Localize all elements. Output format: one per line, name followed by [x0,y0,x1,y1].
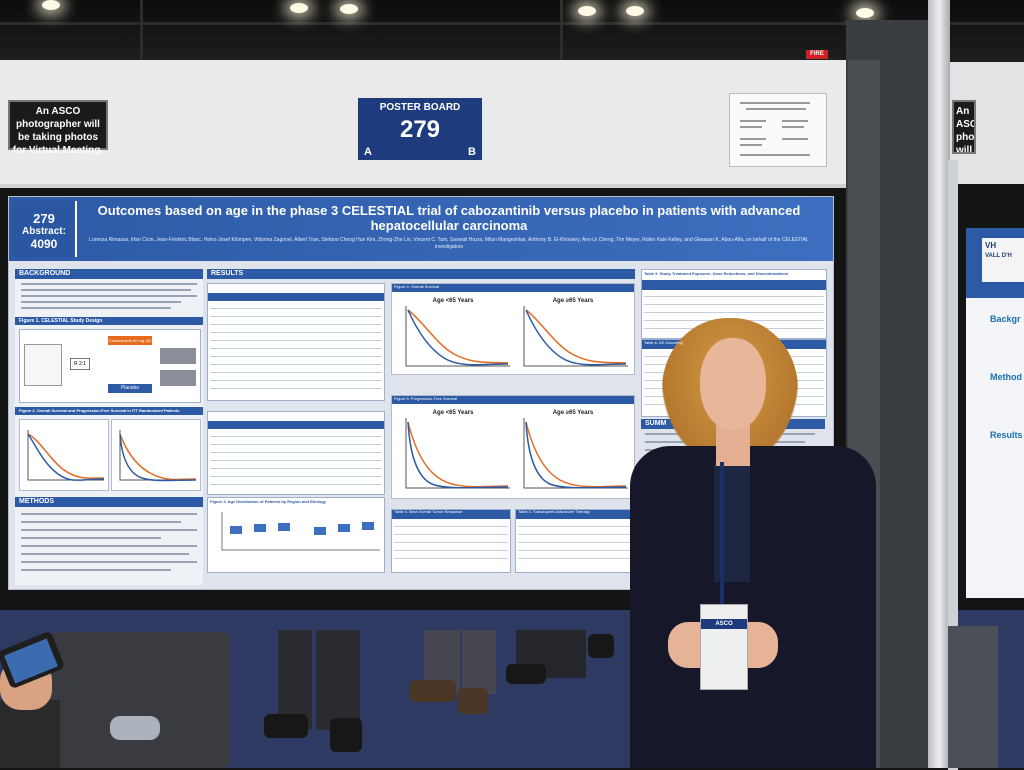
pfs-itt-curves [119,430,197,482]
best-response-title: Table 3. Best Overall Tumor Response [394,509,463,514]
adjacent-poster: VH VALL D'H Backgr Method Results [966,228,1024,598]
overall-survival-panel: Figure 4. Overall Survival Age <65 Years… [391,283,635,375]
poster-number: 279 [33,211,55,226]
adjacent-poster-heading: Results [990,430,1023,440]
placebo-arm: Placebo [108,384,152,393]
water-bottle [110,716,160,740]
pfs-itt-chart [111,419,201,491]
adjacent-poster-logo: VH VALL D'H [982,238,1024,282]
prior-therapy-table: Table 2. Prior Therapy [207,411,385,495]
ceiling-truss [140,0,143,60]
pfs-age-under-65-label: Age <65 Years [432,410,474,416]
ceiling-light [290,3,308,13]
attendee-leg [462,630,496,694]
side-a-label: A [364,146,372,158]
visitor-sleeve [0,700,60,768]
adjacent-poster-logo-text: VH [985,241,997,250]
study-design-heading: Figure 1. CELESTIAL Study Design [15,317,203,325]
side-b-label: B [468,146,476,158]
pfs-panel: Figure 5. Progression-Free Survival Age … [391,395,635,499]
subsequent-therapy-table: Table 4. Subsequent Anticancer Therapy [515,509,635,573]
poster-board-label: POSTER BOARD [379,102,461,113]
poster-title: Outcomes based on age in the phase 3 CEL… [97,203,801,233]
attendee-leg [316,630,360,730]
overall-survival-title: Figure 4. Overall Survival [394,284,439,289]
adverse-events-title: Table 6. AE Occurring [644,340,683,345]
ceiling-light [626,6,644,16]
pinned-paper-note [729,93,827,167]
attendee-leg [278,630,312,730]
ceiling-light [856,8,874,18]
age-distribution-title: Figure 3. Age Distribution of Patients b… [210,499,326,504]
bar-stool [948,626,998,768]
adjacent-poster-heading: Method [990,372,1022,382]
ceiling-truss [560,0,563,60]
randomize-label: R 2:1 [70,358,90,370]
attendee-shoe [264,714,308,738]
ceiling-light [340,4,358,14]
age-boxplots [221,512,380,551]
folding-chair [50,632,230,768]
cabozantinib-arm: Cabozantinib 60 mg QD [108,336,152,345]
adjacent-board-frame [948,160,958,770]
adjacent-poster-heading: Backgr [990,314,1021,324]
poster-board-number: 279 [399,116,441,143]
results-heading: RESULTS [207,269,635,279]
study-design-figure: R 2:1 Cabozantinib 60 mg QD Placebo [19,329,201,403]
os-itt-curves [27,430,105,481]
prior-therapy-title: Table 2. Prior Therapy [210,411,250,416]
presenter-face [700,338,766,430]
pfs-age-over-65-label: Age ≥65 Years [552,410,594,416]
poster-header: 279 Abstract: 4090 Outcomes based on age… [9,197,833,261]
attendee-shoe [330,718,362,752]
os-age-over-65-label: Age ≥65 Years [552,298,594,304]
badge-lanyard [720,462,724,606]
ceiling-light [42,0,60,10]
adjacent-poster-header: VH VALL D'H [966,228,1024,298]
ceiling-light [578,6,596,16]
attendee-shoe [506,664,546,684]
os-curves [405,306,628,367]
pfs-title: Figure 5. Progression-Free Survival [394,396,458,401]
poster-board-sign: POSTER BOARD 279 A B [356,96,484,162]
os-itt-chart [19,419,109,491]
asco-photographer-notice-adjacent: An ASCO photographer will be taking phot… [952,100,976,154]
attendee-shoe [410,680,456,702]
abstract-number: 4090 [30,237,58,251]
exposure-title: Table 5. Study Treatment Exposure, Dose … [644,271,789,276]
poster-left-column: BACKGROUND Figure 1. CELESTIAL Study Des… [15,269,203,585]
poster-authors: Lorenza Rimassa, Irfan Cicin, Jean-Frédé… [89,237,809,250]
presenter-jacket [630,446,876,768]
adjacent-poster-institute: VALL D'H [985,253,1012,259]
subsequent-therapy-title: Table 4. Subsequent Anticancer Therapy [518,509,590,514]
pfs-curves [405,418,628,489]
ceiling-truss [0,22,1024,25]
abstract-label: Abstract: [22,226,66,237]
baseline-table-title: Table 1. Baseline Characteristics [210,283,269,288]
attendee-shoe [588,634,614,658]
best-response-table: Table 3. Best Overall Tumor Response [391,509,511,573]
attendee-shoe [458,688,488,714]
asco-photographer-notice: An ASCO photographer will be taking phot… [8,100,108,156]
background-heading: BACKGROUND [15,269,203,279]
methods-heading: METHODS [15,497,203,507]
badge-asco-label: ASCO [701,619,747,629]
age-distribution-figure: Figure 3. Age Distribution of Patients b… [207,497,385,573]
baseline-characteristics-table: Table 1. Baseline Characteristics [207,283,385,401]
fire-exit-sign: FIRE [806,50,828,59]
poster-number-box: 279 Abstract: 4090 [13,201,77,257]
os-pfs-heading: Figure 2. Overall Survival and Progressi… [15,407,203,415]
name-badge: ASCO [700,604,748,690]
os-age-under-65-label: Age <65 Years [432,298,474,304]
board-support-pole [928,0,950,768]
